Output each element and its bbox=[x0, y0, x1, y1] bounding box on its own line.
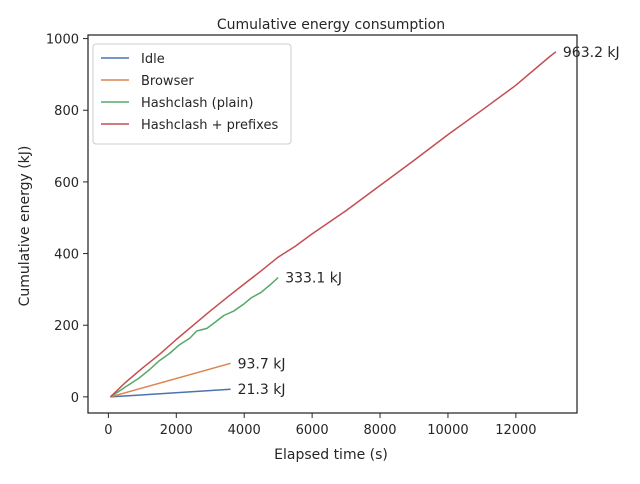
series-line-2 bbox=[109, 276, 279, 398]
series-line-1 bbox=[110, 362, 231, 398]
series-line-0 bbox=[110, 388, 231, 398]
x-tick-label-2: 4000 bbox=[228, 423, 261, 438]
chart-title: Cumulative energy consumption bbox=[217, 17, 445, 33]
x-tick-label-5: 10000 bbox=[427, 423, 468, 438]
axes-frame bbox=[87, 34, 578, 414]
legend: Idle Browser Hashclash (plain) Hashclash + … bbox=[92, 43, 292, 145]
y-tick-label-4: 800 bbox=[54, 104, 79, 119]
series-end-label-1: 93.7 kJ bbox=[238, 356, 286, 372]
y-tick-label-5: 1000 bbox=[46, 33, 79, 48]
series-line-3 bbox=[109, 51, 557, 398]
x-tick-label-4: 8000 bbox=[363, 423, 396, 438]
series-end-label-2: 333.1 kJ bbox=[285, 271, 342, 287]
y-tick-label-2: 400 bbox=[54, 248, 79, 263]
y-tick-label-3: 600 bbox=[54, 176, 79, 191]
legend-box bbox=[92, 43, 292, 145]
series-end-label-3: 963.2 kJ bbox=[563, 45, 620, 61]
x-tick-label-0: 0 bbox=[104, 423, 112, 438]
series-end-label-0: 21.3 kJ bbox=[238, 382, 286, 398]
x-tick-label-1: 2000 bbox=[160, 423, 193, 438]
y-tick-label-0: 0 bbox=[71, 391, 79, 406]
y-axis-label: Cumulative energy (kJ) bbox=[17, 146, 33, 307]
x-tick-label-3: 6000 bbox=[296, 423, 329, 438]
legend-label-1: Browser bbox=[141, 74, 194, 89]
legend-label-3: Hashclash + prefixes bbox=[141, 118, 278, 133]
x-axis-label: Elapsed time (s) bbox=[274, 447, 388, 463]
y-tick-label-1: 200 bbox=[54, 319, 79, 334]
legend-label-2: Hashclash (plain) bbox=[141, 96, 253, 111]
legend-label-0: Idle bbox=[141, 52, 165, 67]
x-tick-label-6: 12000 bbox=[495, 423, 536, 438]
